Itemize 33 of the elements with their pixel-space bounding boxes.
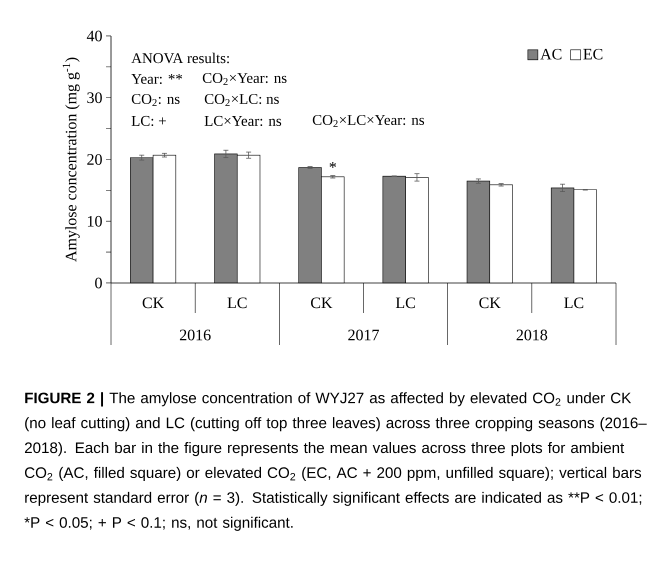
legend-label: EC (583, 48, 602, 60)
y-tick-label: 20 (87, 154, 102, 165)
text: 2017 (348, 330, 379, 340)
annotation: CO$_{2}$×LC×Year: ns (312, 114, 424, 128)
annotation: Year: ** (131, 74, 182, 84)
y-tick-label: 40 (86, 30, 102, 42)
text: CO$_{2}$ (AC, filled square) or elevated CO$_{2}$ (EC, AC + 200 ppm, unfilled square); vertical bars (24, 466, 642, 482)
annotation: CO$_{2}$×Year: ns (202, 72, 287, 86)
text: *P < 0.05; + P < 0.1; ns, not significant. (24, 516, 293, 531)
x-tick-label: CK (311, 298, 332, 308)
text: FIGURE 2 | The amylose concentration of WYJ27 as affected by elevated CO$_{2}$ under CK (25, 392, 632, 407)
y-tick-label: 0 (95, 278, 102, 288)
annotation: ANOVA results: (131, 52, 229, 64)
text: **P < 0.01; (568, 492, 642, 505)
x-tick-label: LC (228, 298, 247, 308)
y-tick-label: 30 (87, 92, 102, 104)
annotation: LC: + (132, 116, 166, 126)
text: (no leaf cutting) and LC (cutting off top three leaves) across three cropping seasons (2016– (25, 417, 647, 432)
y-axis-title: Amylose concentration (mg g$^{-1}$) (62, 58, 80, 262)
x-tick-label: CK (142, 298, 164, 308)
annotation: * (330, 162, 336, 168)
annotation: LC×Year: ns (204, 116, 282, 126)
x-tick-label: LC (564, 298, 584, 308)
text: 2018). Each bar in the figure represents the mean values across three plots for ambient (24, 442, 624, 456)
x-tick-label: LC (396, 298, 415, 308)
text: 2016 (180, 330, 211, 340)
y-tick-label: 10 (88, 216, 102, 227)
annotation: CO$_{2}$: ns (132, 94, 180, 106)
text: 2018 (516, 330, 548, 340)
x-tick-label: CK (479, 298, 501, 308)
text: represent standard error (n = 3). Statistically significant effects are indicated as (25, 492, 562, 506)
annotation: CO$_{2}$×LC: ns (204, 94, 279, 106)
legend-label: AC (540, 48, 562, 60)
